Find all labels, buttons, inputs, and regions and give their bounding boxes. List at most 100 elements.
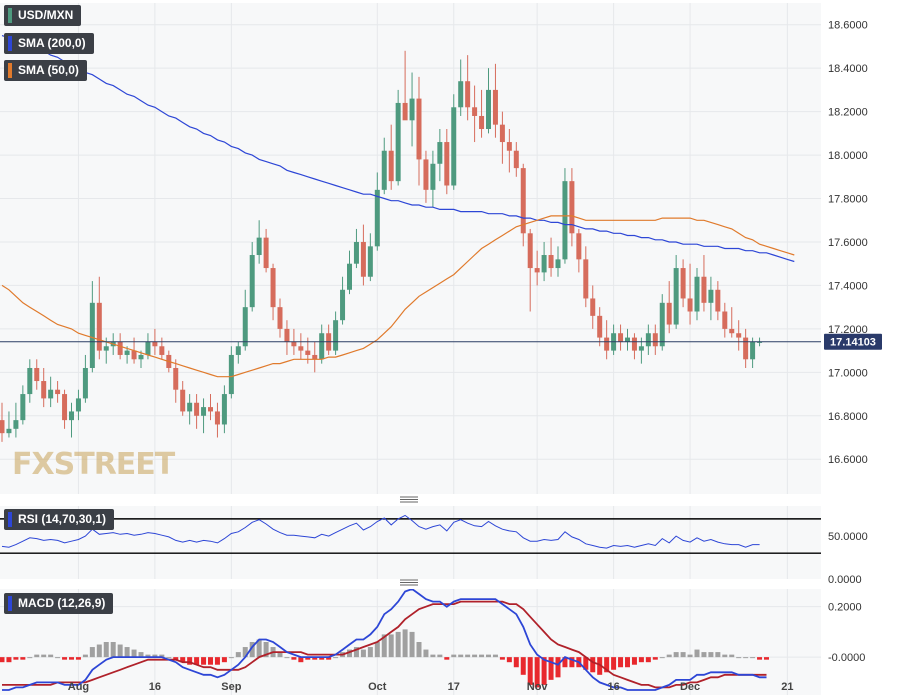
- macd-histogram-bar: [666, 654, 672, 658]
- candle-body: [6, 428, 12, 434]
- macd-signal-line: [2, 600, 767, 689]
- candle-body: [214, 411, 220, 425]
- macd-histogram-bar: [41, 654, 47, 658]
- legend-sma200[interactable]: SMA (200,0): [4, 33, 94, 54]
- x-tick-label: Nov: [527, 681, 549, 693]
- candle-body: [82, 367, 88, 399]
- macd-histogram-bar: [451, 654, 457, 658]
- macd-histogram-bar: [263, 642, 269, 658]
- price-panel: [0, 35, 821, 442]
- macd-histogram-bar: [96, 644, 102, 658]
- macd-histogram-bar: [652, 657, 658, 660]
- macd-histogram-bar: [145, 654, 151, 658]
- candle-body: [131, 350, 137, 360]
- candle-body: [520, 168, 526, 234]
- x-tick-label: Dec: [680, 681, 700, 693]
- macd-histogram-bar: [298, 657, 304, 663]
- x-tick-label: 21: [781, 681, 793, 693]
- candle-body: [423, 159, 429, 190]
- candle-body: [187, 402, 193, 412]
- macd-histogram-bar: [513, 657, 519, 668]
- candle-body: [374, 189, 380, 247]
- candle-body: [333, 320, 339, 351]
- macd-panel: [0, 587, 769, 691]
- price-panel-bg: [0, 3, 821, 494]
- candle-body: [499, 124, 505, 143]
- candle-body: [527, 233, 533, 269]
- macd-histogram-bar: [729, 654, 735, 658]
- legend-rsi[interactable]: RSI (14,70,30,1): [4, 509, 115, 530]
- candle-body: [381, 150, 387, 190]
- candle-body: [722, 311, 728, 329]
- candle-body: [55, 389, 61, 395]
- candle-body: [256, 237, 262, 256]
- legend-sma200-label: SMA (200,0): [18, 36, 86, 50]
- macd-histogram-bar: [722, 654, 728, 658]
- candle-body: [506, 142, 512, 151]
- macd-histogram-bar: [388, 634, 394, 658]
- price-tick-label: 17.8000: [828, 194, 868, 206]
- sma200-line: [1, 35, 795, 263]
- macd-histogram-bar: [201, 657, 207, 665]
- macd-histogram-bar: [597, 657, 603, 675]
- candle-body: [729, 328, 735, 334]
- candle-body: [103, 346, 109, 351]
- candle-body: [180, 389, 186, 412]
- candle-body: [492, 89, 498, 125]
- macd-histogram-bar: [757, 657, 763, 660]
- macd-histogram-bar: [499, 657, 505, 660]
- macd-histogram-bar: [555, 657, 561, 678]
- candle-body: [221, 394, 227, 425]
- macd-histogram-bar: [631, 657, 637, 665]
- watermark-logo: FXSTREET: [12, 447, 176, 482]
- panel-splitter-2[interactable]: [0, 579, 821, 589]
- legend-macd-swatch: [8, 596, 12, 611]
- legend-sma50[interactable]: SMA (50,0): [4, 60, 87, 81]
- candle-body: [124, 350, 130, 355]
- sma50-line: [1, 215, 795, 378]
- macd-histogram-bar: [590, 657, 596, 673]
- macd-histogram-bar: [694, 649, 700, 658]
- candle-body: [194, 402, 200, 416]
- candle-body: [277, 307, 283, 329]
- panel-splitter-1[interactable]: [0, 494, 821, 506]
- rsi-line: [1, 514, 760, 549]
- macd-histogram-bar: [284, 657, 290, 659]
- macd-histogram-bar: [479, 654, 485, 658]
- macd-histogram-bar: [367, 647, 373, 658]
- macd-histogram-bar: [604, 657, 610, 673]
- axis-labels: Aug 16 Sep Oct 17 Nov 16 Dec 21 16.6000 16.8000 17.…: [68, 20, 882, 693]
- candle-body: [96, 302, 102, 351]
- macd-histogram-bar: [395, 631, 401, 658]
- macd-histogram-bar: [701, 652, 707, 658]
- candle-body: [548, 255, 554, 269]
- macd-histogram-bar: [750, 657, 756, 659]
- candle-body: [458, 81, 464, 108]
- macd-histogram-bar: [534, 657, 540, 688]
- macd-histogram-bar: [305, 657, 311, 660]
- candle-body: [263, 237, 269, 269]
- x-tick-label: Oct: [368, 681, 387, 693]
- macd-histogram-bar: [55, 657, 61, 659]
- macd-histogram-bar: [764, 657, 769, 660]
- candle-body: [486, 89, 491, 130]
- macd-histogram-bar: [152, 654, 158, 658]
- candle-body: [235, 346, 241, 355]
- candle-body: [673, 268, 679, 325]
- macd-histogram-bar: [562, 657, 568, 668]
- legend-price[interactable]: USD/MXN: [4, 5, 82, 26]
- macd-histogram-bar: [743, 657, 749, 659]
- macd-histogram-bar: [333, 657, 339, 659]
- candle-body: [757, 341, 763, 343]
- price-tick-label: 18.6000: [828, 20, 868, 32]
- macd-histogram-bar: [687, 654, 693, 658]
- candle-body: [597, 315, 603, 338]
- candle-body: [305, 350, 311, 355]
- macd-histogram-bar: [520, 657, 526, 675]
- rsi-tick-label: 0.0000: [828, 574, 862, 586]
- macd-histogram-bar: [548, 657, 554, 680]
- candle-body: [736, 333, 742, 338]
- legend-macd[interactable]: MACD (12,26,9): [4, 593, 114, 614]
- rsi-panel-bg: [0, 506, 821, 579]
